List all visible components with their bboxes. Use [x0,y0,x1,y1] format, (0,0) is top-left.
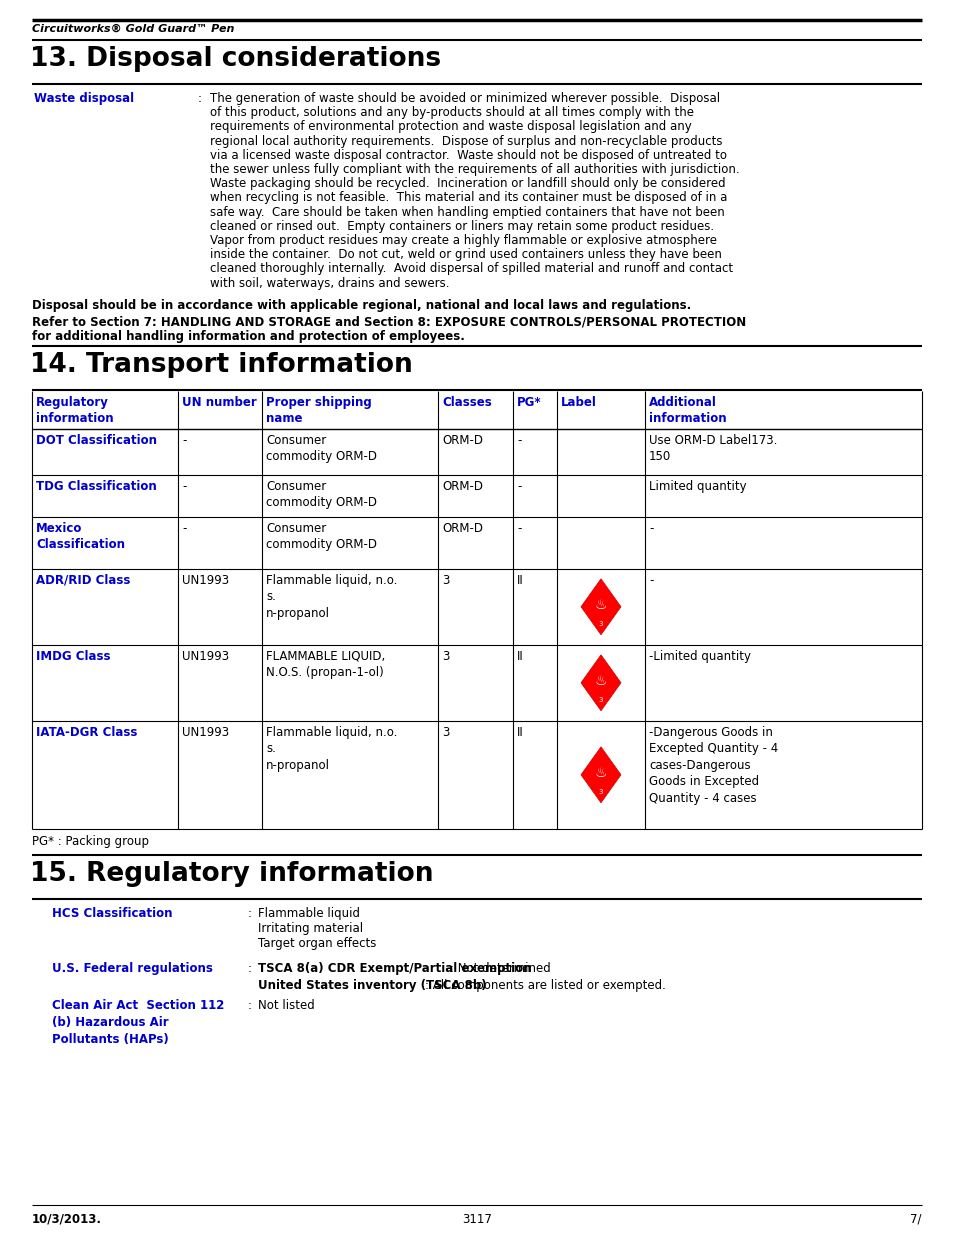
Text: 13. Disposal considerations: 13. Disposal considerations [30,46,440,72]
Text: Flammable liquid, n.o.
s.
n-propanol: Flammable liquid, n.o. s. n-propanol [266,726,397,772]
Text: II: II [517,574,523,587]
Polygon shape [580,579,620,635]
Text: ♨: ♨ [594,674,607,688]
Text: Flammable liquid: Flammable liquid [257,906,359,920]
Text: -Limited quantity: -Limited quantity [648,650,750,663]
Text: Label: Label [560,395,597,409]
Text: ORM-D: ORM-D [441,480,482,493]
Text: cleaned or rinsed out.  Empty containers or liners may retain some product resid: cleaned or rinsed out. Empty containers … [210,220,714,233]
Text: II: II [517,726,523,739]
Text: :: : [198,91,202,105]
Text: 3117: 3117 [461,1213,492,1226]
Text: -: - [517,433,521,447]
Text: :: : [248,999,252,1011]
Text: IATA-DGR Class: IATA-DGR Class [36,726,137,739]
Text: of this product, solutions and any by-products should at all times comply with t: of this product, solutions and any by-pr… [210,106,693,120]
Text: -: - [182,433,186,447]
Text: Clean Air Act  Section 112
(b) Hazardous Air
Pollutants (HAPs): Clean Air Act Section 112 (b) Hazardous … [52,999,224,1046]
Text: 3: 3 [441,726,449,739]
Text: 3: 3 [598,789,602,795]
Text: Flammable liquid, n.o.
s.
n-propanol: Flammable liquid, n.o. s. n-propanol [266,574,397,620]
Text: The generation of waste should be avoided or minimized wherever possible.  Dispo: The generation of waste should be avoide… [210,91,720,105]
Text: UN1993: UN1993 [182,726,229,739]
Text: FLAMMABLE LIQUID,
N.O.S. (propan-1-ol): FLAMMABLE LIQUID, N.O.S. (propan-1-ol) [266,650,385,679]
Text: Waste packaging should be recycled.  Incineration or landfill should only be con: Waste packaging should be recycled. Inci… [210,177,725,190]
Text: 14. Transport information: 14. Transport information [30,352,413,378]
Text: 3: 3 [598,697,602,703]
Text: :: : [248,962,252,974]
Text: regional local authority requirements.  Dispose of surplus and non-recyclable pr: regional local authority requirements. D… [210,135,721,148]
Text: UN1993: UN1993 [182,650,229,663]
Text: via a licensed waste disposal contractor.  Waste should not be disposed of untre: via a licensed waste disposal contractor… [210,148,726,162]
Text: Limited quantity: Limited quantity [648,480,746,493]
Text: Irritating material: Irritating material [257,921,363,935]
Text: : All components are listed or exempted.: : All components are listed or exempted. [424,979,665,992]
Text: -: - [517,522,521,535]
Polygon shape [580,655,620,711]
Text: Consumer
commodity ORM-D: Consumer commodity ORM-D [266,522,376,551]
Text: Refer to Section 7: HANDLING AND STORAGE and Section 8: EXPOSURE CONTROLS/PERSON: Refer to Section 7: HANDLING AND STORAGE… [32,316,745,329]
Text: II: II [517,650,523,663]
Text: Vapor from product residues may create a highly flammable or explosive atmospher: Vapor from product residues may create a… [210,233,717,247]
Text: -: - [648,522,653,535]
Text: Use ORM-D Label173.
150: Use ORM-D Label173. 150 [648,433,777,463]
Text: -Dangerous Goods in
Excepted Quantity - 4
cases-Dangerous
Goods in Excepted
Quan: -Dangerous Goods in Excepted Quantity - … [648,726,778,805]
Text: Consumer
commodity ORM-D: Consumer commodity ORM-D [266,480,376,509]
Text: UN1993: UN1993 [182,574,229,587]
Text: the sewer unless fully compliant with the requirements of all authorities with j: the sewer unless fully compliant with th… [210,163,739,177]
Text: 3: 3 [441,574,449,587]
Text: :: : [248,906,252,920]
Text: 3: 3 [598,621,602,627]
Text: cleaned thoroughly internally.  Avoid dispersal of spilled material and runoff a: cleaned thoroughly internally. Avoid dis… [210,262,732,275]
Text: UN number: UN number [182,395,256,409]
Text: : Not determined: : Not determined [450,962,550,974]
Text: -: - [182,480,186,493]
Text: with soil, waterways, drains and sewers.: with soil, waterways, drains and sewers. [210,277,449,289]
Text: HCS Classification: HCS Classification [52,906,172,920]
Text: Mexico
Classification: Mexico Classification [36,522,125,551]
Text: United States inventory (TSCA 8b): United States inventory (TSCA 8b) [257,979,486,992]
Text: Classes: Classes [441,395,491,409]
Text: 10/3/2013.: 10/3/2013. [32,1213,102,1226]
Text: Target organ effects: Target organ effects [257,937,376,950]
Text: DOT Classification: DOT Classification [36,433,157,447]
Text: -: - [517,480,521,493]
Text: Consumer
commodity ORM-D: Consumer commodity ORM-D [266,433,376,463]
Text: -: - [182,522,186,535]
Text: IMDG Class: IMDG Class [36,650,111,663]
Text: Circuitworks® Gold Guard™ Pen: Circuitworks® Gold Guard™ Pen [32,23,234,35]
Text: Proper shipping
name: Proper shipping name [266,395,372,425]
Text: TDG Classification: TDG Classification [36,480,156,493]
Text: safe way.  Care should be taken when handling emptied containers that have not b: safe way. Care should be taken when hand… [210,205,724,219]
Text: Additional
information: Additional information [648,395,726,425]
Text: ♨: ♨ [594,766,607,779]
Text: ORM-D: ORM-D [441,522,482,535]
Text: TSCA 8(a) CDR Exempt/Partial exemption: TSCA 8(a) CDR Exempt/Partial exemption [257,962,531,974]
Text: inside the container.  Do not cut, weld or grind used containers unless they hav: inside the container. Do not cut, weld o… [210,248,721,261]
Text: Disposal should be in accordance with applicable regional, national and local la: Disposal should be in accordance with ap… [32,299,691,311]
Text: 15. Regulatory information: 15. Regulatory information [30,861,433,887]
Text: ADR/RID Class: ADR/RID Class [36,574,131,587]
Polygon shape [580,747,620,803]
Text: -: - [648,574,653,587]
Text: ORM-D: ORM-D [441,433,482,447]
Text: PG*: PG* [517,395,541,409]
Text: for additional handling information and protection of employees.: for additional handling information and … [32,330,464,343]
Text: Not listed: Not listed [257,999,314,1011]
Text: PG* : Packing group: PG* : Packing group [32,835,149,847]
Text: Regulatory
information: Regulatory information [36,395,113,425]
Text: when recycling is not feasible.  This material and its container must be dispose: when recycling is not feasible. This mat… [210,191,726,205]
Text: ♨: ♨ [594,598,607,611]
Text: 7/: 7/ [909,1213,921,1226]
Text: U.S. Federal regulations: U.S. Federal regulations [52,962,213,974]
Text: Waste disposal: Waste disposal [34,91,134,105]
Text: 3: 3 [441,650,449,663]
Text: requirements of environmental protection and waste disposal legislation and any: requirements of environmental protection… [210,120,691,133]
